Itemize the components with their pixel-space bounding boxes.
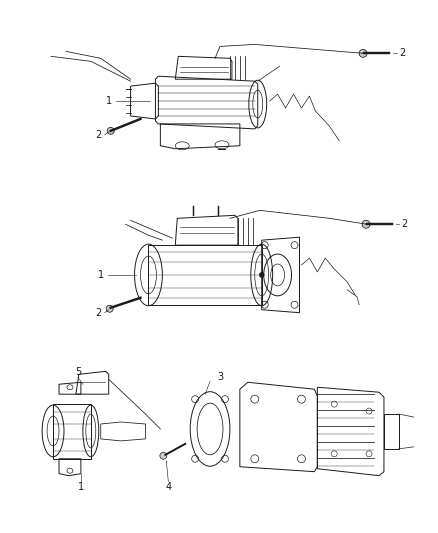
Text: 2: 2 (399, 49, 405, 58)
Text: 3: 3 (217, 372, 223, 382)
Ellipse shape (107, 127, 114, 134)
Text: 1: 1 (106, 96, 112, 106)
Text: 1: 1 (78, 482, 84, 491)
Text: 5: 5 (75, 367, 81, 377)
Text: 4: 4 (165, 482, 171, 491)
Ellipse shape (362, 220, 370, 228)
Text: 2: 2 (95, 130, 102, 140)
Ellipse shape (259, 272, 264, 278)
Text: 2: 2 (95, 308, 102, 318)
Ellipse shape (106, 305, 113, 312)
Ellipse shape (160, 453, 167, 459)
Text: 2: 2 (401, 219, 407, 229)
Ellipse shape (359, 50, 367, 58)
Text: 1: 1 (98, 270, 104, 280)
